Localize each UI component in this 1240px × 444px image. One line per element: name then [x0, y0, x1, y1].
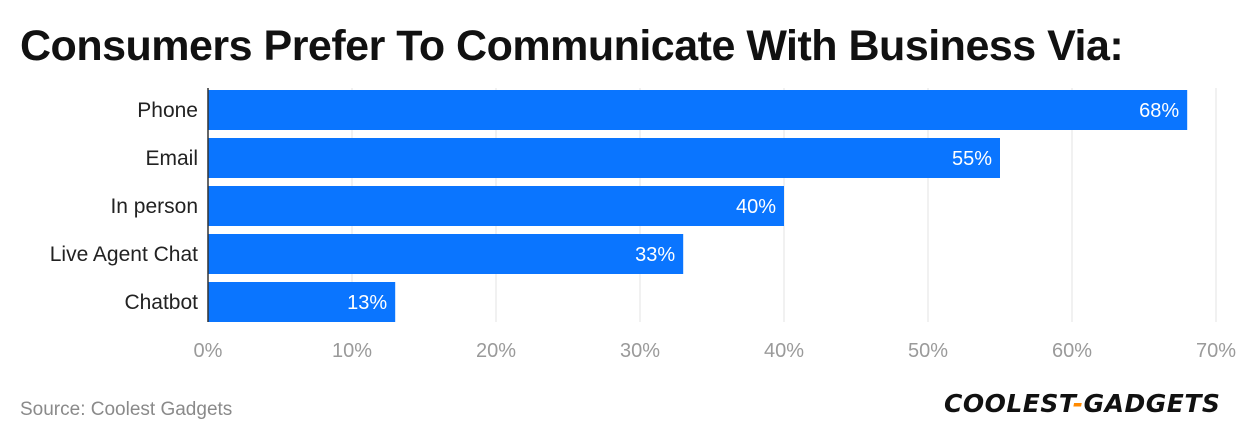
x-tick-label: 50%: [908, 340, 948, 362]
data-label: 33%: [635, 244, 675, 266]
x-tick-label: 30%: [620, 340, 660, 362]
bar: [208, 282, 396, 322]
bars: 68% 55% 40% 33% 13%: [208, 90, 1188, 322]
category-label: Email: [145, 147, 198, 170]
logo-text-1: COOLEST: [944, 389, 1073, 418]
category-label: Live Agent Chat: [50, 243, 198, 266]
x-tick-label: 10%: [332, 340, 372, 362]
x-tick-label: 0%: [194, 340, 223, 362]
logo-text-2: GADGETS: [1083, 389, 1221, 418]
brand-logo: COOLEST-GADGETS: [944, 389, 1220, 418]
data-label: 13%: [347, 292, 387, 314]
category-label: In person: [110, 195, 198, 218]
category-labels: Phone Email In person Live Agent Chat Chatbo…: [50, 99, 198, 314]
x-tick-label: 20%: [476, 340, 516, 362]
bar: [208, 234, 684, 274]
x-tick-label: 70%: [1196, 340, 1236, 362]
data-label: 68%: [1139, 100, 1179, 122]
category-label: Phone: [137, 99, 198, 122]
bar: [208, 138, 1000, 178]
data-label: 55%: [952, 148, 992, 170]
x-tick-labels: 0% 10% 20% 30% 40% 50% 60% 70%: [194, 340, 1237, 362]
bar: [208, 90, 1188, 130]
x-tick-label: 60%: [1052, 340, 1092, 362]
x-tick-label: 40%: [764, 340, 804, 362]
logo-dash: -: [1072, 389, 1084, 418]
category-label: Chatbot: [124, 291, 198, 314]
data-label: 40%: [736, 196, 776, 218]
chart-title: Consumers Prefer To Communicate With Bus…: [20, 22, 1124, 70]
source-note: Source: Coolest Gadgets: [20, 399, 233, 420]
bar: [208, 186, 784, 226]
